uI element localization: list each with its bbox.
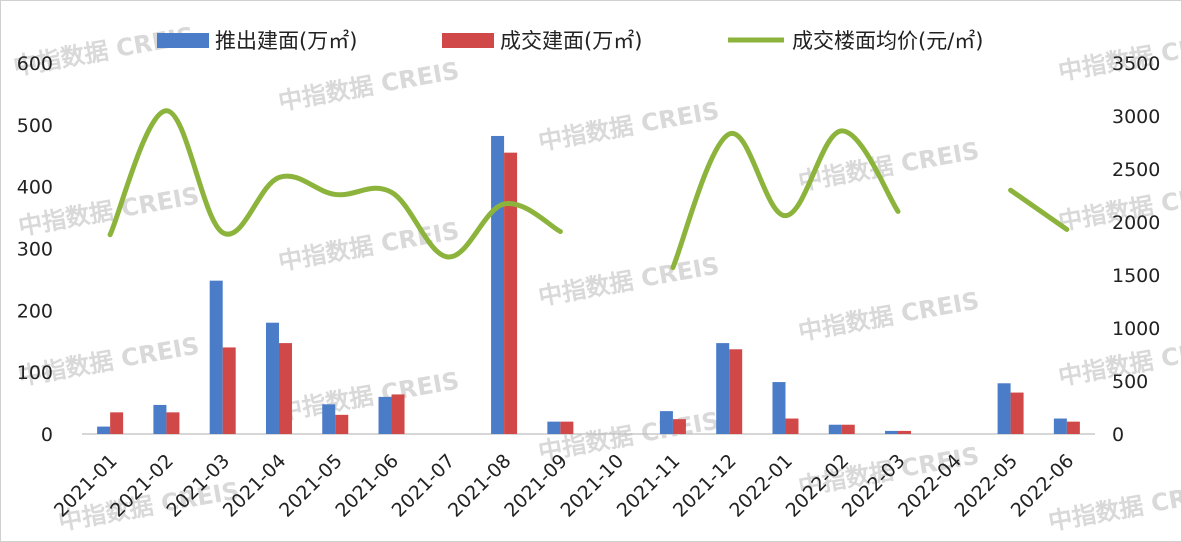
bar-deal bbox=[166, 412, 180, 434]
watermark-text: 中指数据 CREIS bbox=[276, 57, 461, 116]
bar-supply bbox=[209, 280, 223, 434]
bar-deal bbox=[898, 430, 912, 434]
bar-supply bbox=[547, 421, 561, 434]
legend-label-supply: 推出建面(万㎡) bbox=[215, 29, 357, 53]
price-line-segment bbox=[107, 108, 563, 260]
bar-supply bbox=[491, 135, 505, 435]
watermark-text: 中指数据 CREIS bbox=[796, 287, 981, 346]
bar-deal bbox=[110, 412, 124, 434]
bar-supply bbox=[1053, 418, 1067, 434]
bar-supply bbox=[153, 404, 167, 434]
left-tick-label: 400 bbox=[17, 177, 53, 199]
right-tick-label: 2500 bbox=[1112, 159, 1160, 181]
legend-label-price: 成交楼面均价(元/㎡) bbox=[792, 29, 983, 53]
right-tick-label: 500 bbox=[1112, 371, 1148, 393]
bar-supply bbox=[97, 426, 111, 434]
price-line bbox=[107, 108, 1070, 271]
right-tick-label: 1500 bbox=[1112, 265, 1160, 287]
bar-deal bbox=[729, 349, 743, 434]
bar-deal bbox=[278, 343, 292, 434]
bar-supply bbox=[322, 404, 336, 434]
bar-deal bbox=[335, 414, 349, 434]
bar-deal bbox=[1010, 392, 1024, 434]
bar-deal bbox=[222, 347, 236, 434]
left-tick-label: 500 bbox=[17, 115, 53, 137]
legend-swatch-supply bbox=[157, 33, 209, 48]
bar-supply bbox=[265, 322, 279, 434]
bar-deal bbox=[785, 418, 799, 434]
bar-deal bbox=[672, 419, 686, 434]
bar-supply bbox=[997, 383, 1011, 434]
bar-supply bbox=[659, 411, 673, 434]
watermark-text: 中指数据 CREIS bbox=[1046, 477, 1182, 536]
bar-supply bbox=[716, 343, 730, 434]
bar-supply bbox=[828, 424, 842, 434]
right-tick-label: 0 bbox=[1112, 424, 1124, 446]
watermark-text: 中指数据 CREIS bbox=[536, 252, 721, 311]
bar-supply bbox=[378, 396, 392, 434]
bar-deal bbox=[391, 394, 405, 434]
left-y-axis: 0 100 200 300 400 500 600 bbox=[17, 53, 53, 446]
right-tick-label: 2000 bbox=[1112, 212, 1160, 234]
legend-swatch-deal bbox=[442, 33, 494, 48]
legend: 推出建面(万㎡) 成交建面(万㎡) 成交楼面均价(元/㎡) bbox=[157, 29, 983, 53]
bar-deal bbox=[560, 421, 574, 434]
left-tick-label: 200 bbox=[17, 300, 53, 322]
bar-supply bbox=[772, 382, 786, 434]
bar-deal bbox=[841, 424, 855, 434]
left-tick-label: 0 bbox=[41, 424, 53, 446]
price-line-segment bbox=[1008, 187, 1070, 232]
legend-label-deal: 成交建面(万㎡) bbox=[500, 29, 642, 53]
right-y-axis: 0 500 1000 1500 2000 2500 3000 3500 bbox=[1112, 53, 1160, 446]
watermark-text: 中指数据 CREIS bbox=[536, 97, 721, 156]
watermark-text: 中指数据 CREIS bbox=[536, 407, 721, 466]
right-tick-label: 3500 bbox=[1112, 53, 1160, 75]
left-tick-label: 300 bbox=[17, 239, 53, 261]
right-tick-label: 1000 bbox=[1112, 318, 1160, 340]
bar-deal bbox=[1066, 421, 1080, 434]
watermark-text: 中指数据 CREIS bbox=[276, 367, 461, 426]
left-tick-label: 600 bbox=[17, 53, 53, 75]
bar-supply bbox=[885, 430, 899, 434]
price-line-segment bbox=[670, 128, 901, 271]
bar-deal bbox=[504, 152, 518, 435]
right-tick-label: 3000 bbox=[1112, 106, 1160, 128]
left-tick-label: 100 bbox=[17, 362, 53, 384]
